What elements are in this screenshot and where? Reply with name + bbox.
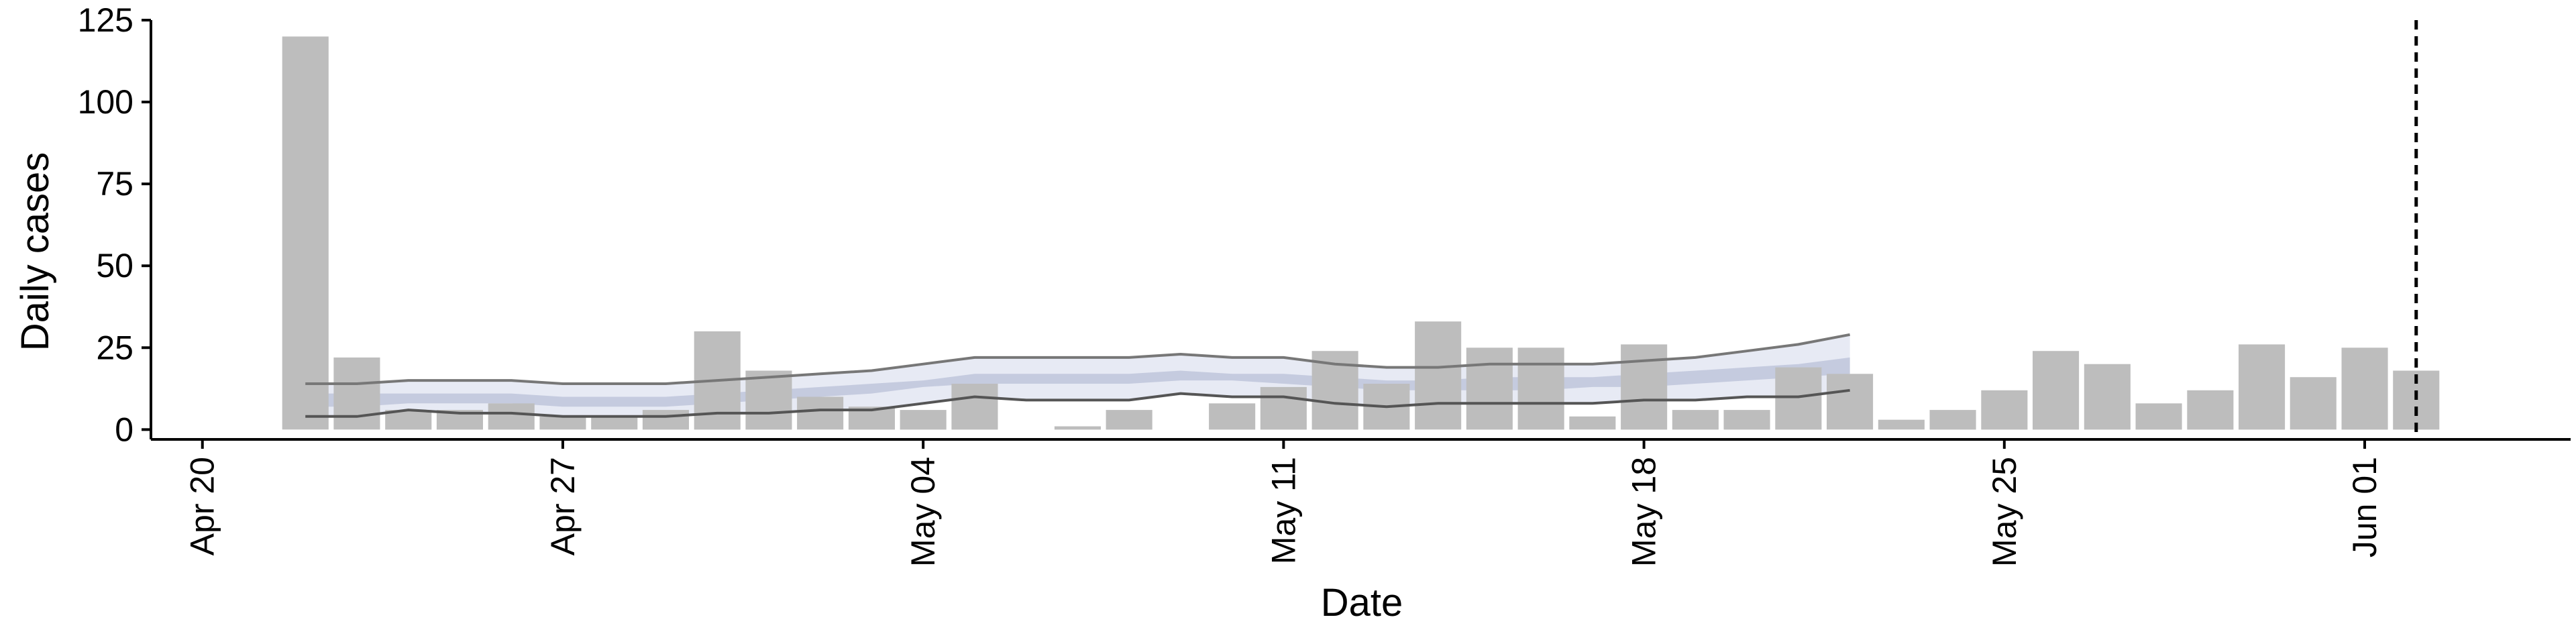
y-tick-label-50: 50 [96,247,133,284]
x-tick-label-0: Apr 20 [184,457,221,555]
bar-2020-05-16 [1517,347,1564,430]
bar-2020-05-14 [1415,321,1462,430]
bar-2020-05-04 [900,410,947,430]
bar-2020-05-20 [1723,410,1770,430]
y-tick-label-100: 100 [78,83,133,121]
bar-2020-05-10 [1209,403,1256,430]
y-tick-label-25: 25 [96,329,133,366]
bar-2020-05-15 [1466,347,1513,430]
bar-2020-05-26 [2033,351,2080,430]
y-tick-label-125: 125 [78,1,133,39]
bar-2020-05-01 [745,370,792,430]
bar-2020-05-07 [1054,426,1101,430]
bar-2020-05-05 [951,384,998,430]
bar-2020-05-25 [1981,390,2028,430]
bar-2020-05-24 [1929,410,1976,430]
bar-2020-05-31 [2290,377,2337,430]
bar-2020-05-29 [2187,390,2234,430]
y-axis-title: Daily cases [13,152,57,352]
bar-2020-04-29 [642,410,689,430]
ribbon-layer [305,334,1850,417]
bar-2020-04-26 [488,403,535,430]
bar-2020-05-08 [1106,410,1152,430]
line-series-3 [305,333,1850,385]
line-series-4 [305,388,1850,418]
bar-2020-05-21 [1775,367,1822,430]
bar-2020-04-27 [539,416,586,430]
bar-2020-05-23 [1878,419,1925,430]
bar-2020-04-23 [333,357,380,430]
bar-2020-05-17 [1569,416,1616,430]
x-tick-label-3: May 11 [1265,457,1302,564]
axes-layer: 0 25 50 75 100 125 Apr 20 Apr 27 May 04 May 11 May… [78,1,2571,567]
bar-2020-04-28 [591,416,638,430]
bar-2020-05-28 [2135,403,2182,430]
bar-2020-05-02 [797,396,844,430]
bar-2020-05-18 [1621,344,1668,430]
bar-2020-06-01 [2341,347,2388,430]
bar-2020-05-27 [2084,364,2131,430]
x-tick-label-6: Jun 01 [2346,457,2383,557]
x-tick-label-2: May 04 [904,457,942,567]
x-tick-label-1: Apr 27 [544,457,582,555]
y-tick-label-75: 75 [96,165,133,203]
x-tick-label-5: May 25 [1986,457,2023,567]
y-tick-label-0: 0 [115,411,133,448]
line-layer [305,333,1850,418]
bar-2020-04-22 [282,36,329,430]
bar-2020-05-19 [1672,410,1719,430]
x-axis-title: Date [1321,581,1403,625]
x-tick-label-4: May 18 [1625,457,1663,567]
bar-2020-05-11 [1260,386,1307,430]
bar-2020-05-22 [1827,374,1874,430]
bar-2020-05-30 [2239,344,2286,430]
ribbon-band-2 [305,357,1850,407]
